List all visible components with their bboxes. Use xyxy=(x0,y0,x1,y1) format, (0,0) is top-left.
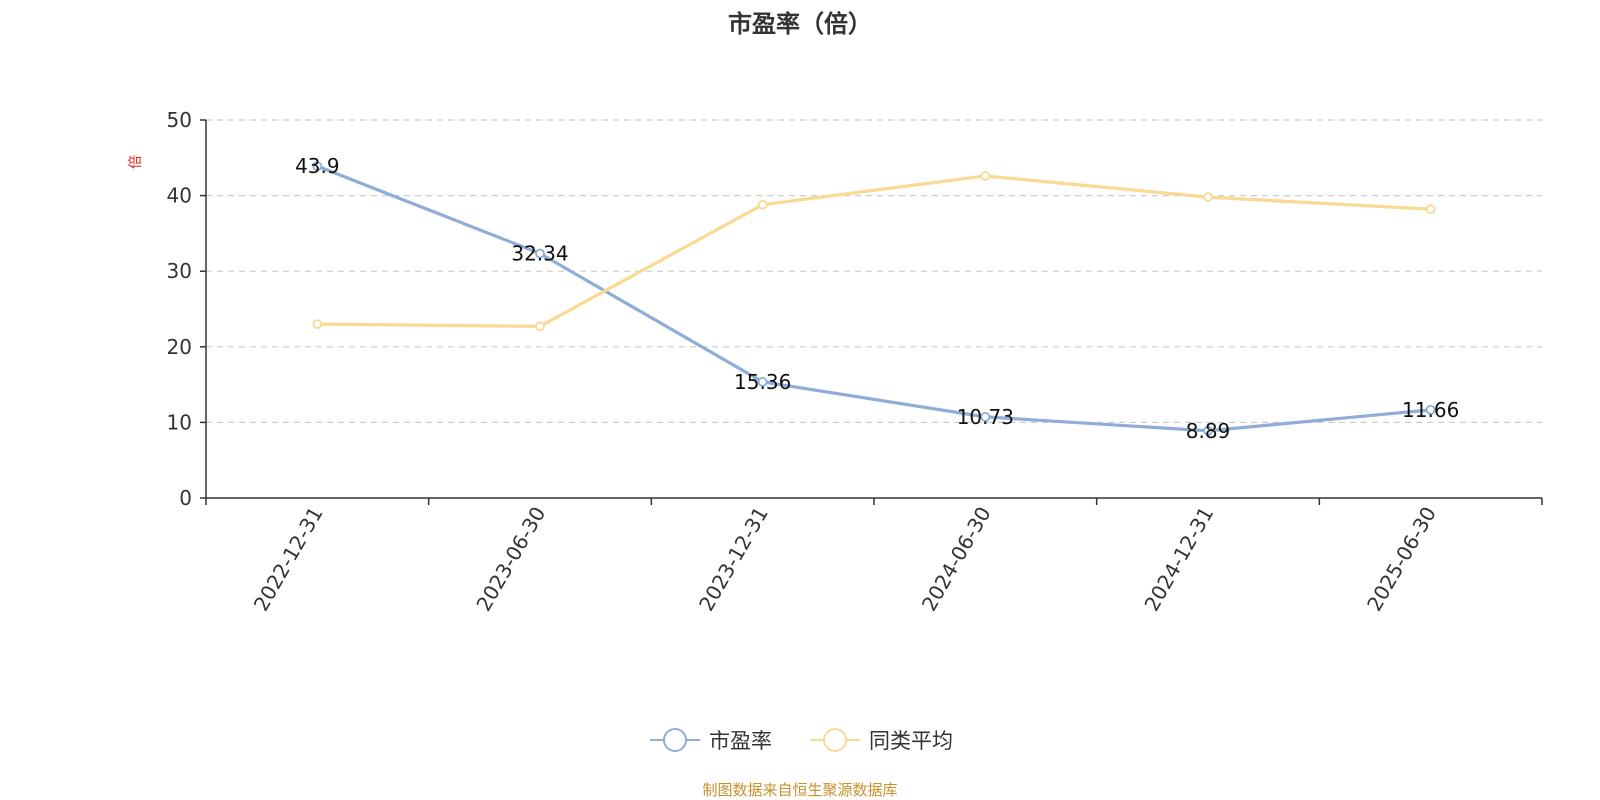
data-label: 32.34 xyxy=(511,242,568,266)
y-tick-label: 30 xyxy=(167,259,192,283)
data-point[interactable] xyxy=(1425,404,1436,415)
grid-lines xyxy=(206,119,1542,423)
y-tick-label: 0 xyxy=(179,486,192,510)
data-point[interactable] xyxy=(535,321,545,332)
data-point[interactable] xyxy=(312,319,323,330)
data-point[interactable] xyxy=(1203,192,1213,203)
y-tick-label: 20 xyxy=(167,335,192,359)
data-label: 10.73 xyxy=(957,405,1014,429)
y-tick-label: 50 xyxy=(167,108,192,132)
series-line xyxy=(317,174,1431,328)
x-tick-label: 2023-12-31 xyxy=(694,503,773,616)
data-label: 8.89 xyxy=(1186,419,1231,443)
data-point[interactable] xyxy=(757,199,768,210)
data-label: 11.66 xyxy=(1402,398,1459,422)
source-note: 制图数据来自恒生聚源数据库 xyxy=(702,781,897,799)
data-point[interactable] xyxy=(757,376,768,387)
data-point[interactable] xyxy=(1425,204,1436,215)
data-point[interactable] xyxy=(312,161,323,172)
data-point[interactable] xyxy=(1203,425,1213,436)
data-label: 15.36 xyxy=(734,370,791,394)
legend-item[interactable]: 同类平均 xyxy=(810,728,953,753)
y-tick-label: 10 xyxy=(167,410,192,434)
data-point[interactable] xyxy=(535,248,545,259)
y-axis-label: 倍 xyxy=(128,155,144,169)
x-tick-label: 2022-12-31 xyxy=(249,503,328,616)
legend-item[interactable]: 市盈率 xyxy=(650,728,772,753)
legend-marker-icon xyxy=(663,728,687,752)
series-line xyxy=(316,164,1431,433)
series-lines xyxy=(312,161,1436,436)
legend-label: 市盈率 xyxy=(709,729,772,753)
x-tick-label: 2024-12-31 xyxy=(1139,503,1218,616)
legend-marker-icon xyxy=(823,728,847,752)
x-tick-label: 2024-06-30 xyxy=(917,503,996,616)
data-labels: 43.9 32.34 15.36 10.73 8.89 11.66 xyxy=(295,154,1459,443)
data-label: 43.9 xyxy=(295,154,340,178)
x-tick-label: 2023-06-30 xyxy=(471,503,550,616)
chart-title: 市盈率（倍） xyxy=(728,10,872,38)
axes: 0 10 20 30 40 50 2022-12-31 2023-06-30 2023-12-3… xyxy=(167,108,1543,616)
y-tick-label: 40 xyxy=(167,184,192,208)
legend-label: 同类平均 xyxy=(869,729,953,753)
data-point[interactable] xyxy=(980,171,991,181)
x-tick-label: 2025-06-30 xyxy=(1362,503,1441,616)
data-point[interactable] xyxy=(980,411,991,422)
legend[interactable]: 市盈率 同类平均 xyxy=(650,728,953,753)
